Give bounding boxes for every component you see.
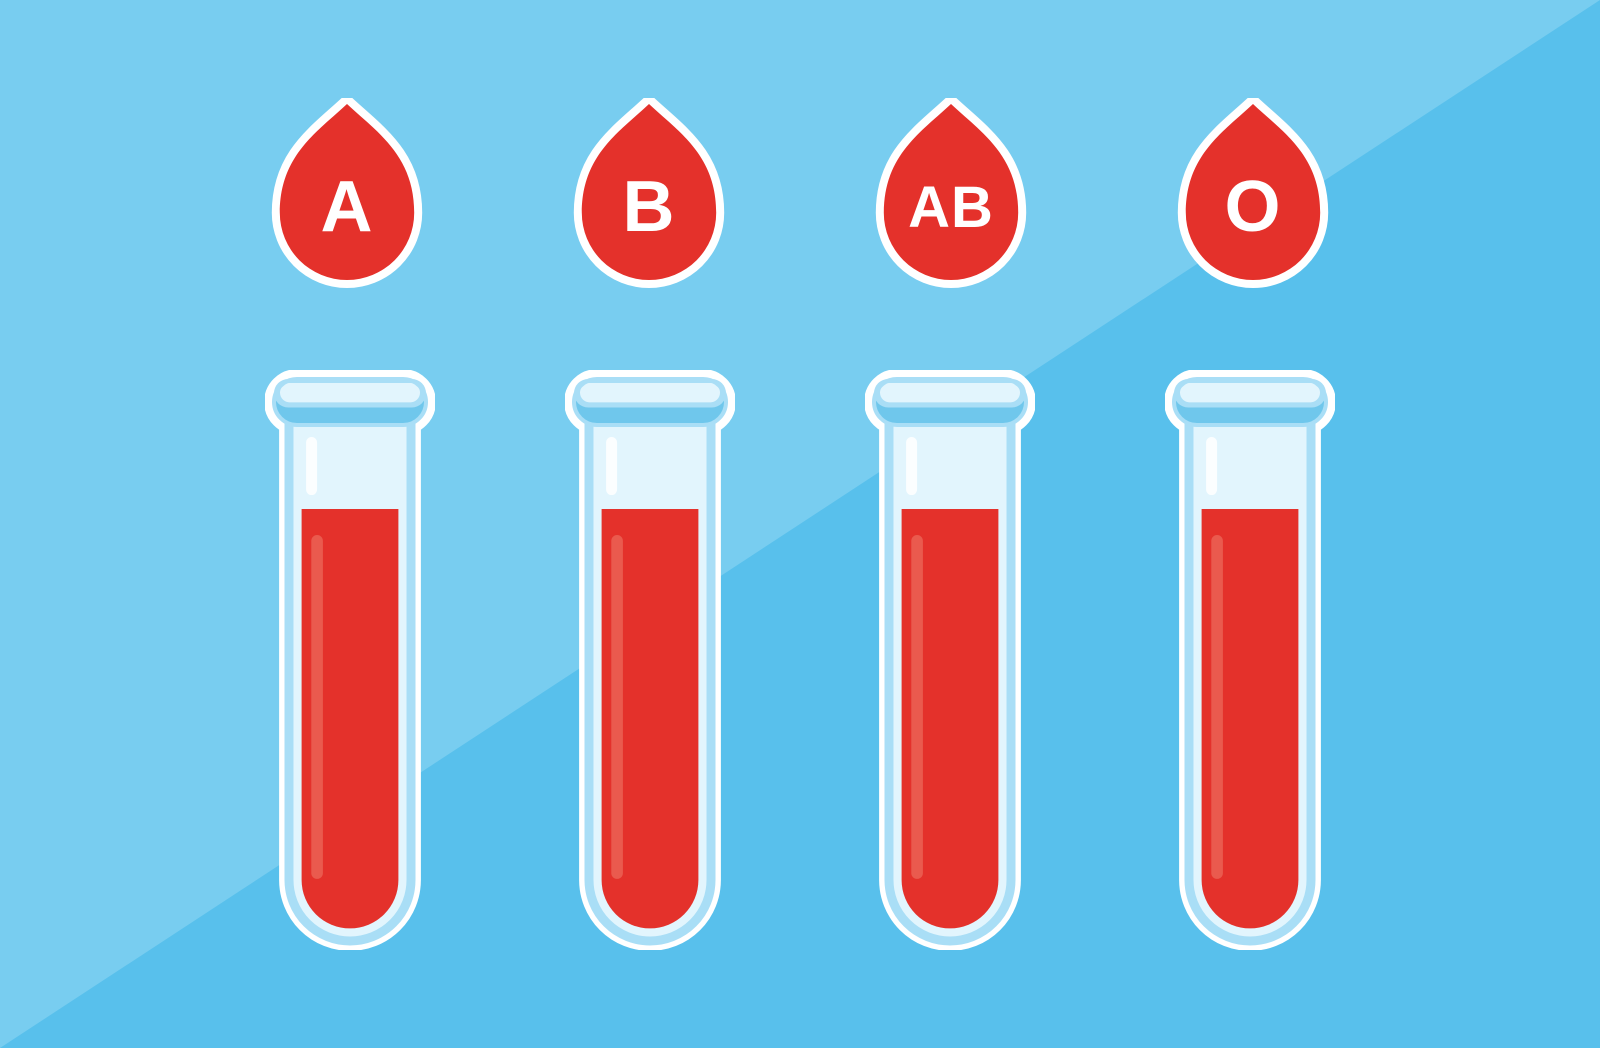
blood-type-label: O — [1169, 126, 1337, 288]
drop-slot: B — [559, 98, 739, 288]
test-tube-icon — [565, 370, 735, 950]
test-tube-icon — [1165, 370, 1335, 950]
drop-slot: O — [1163, 98, 1343, 288]
infographic-canvas: AB AB O — [0, 0, 1600, 1048]
blood-drop-icon: O — [1169, 98, 1337, 288]
blood-drops-row: AB AB O — [0, 98, 1600, 288]
tube-slot — [560, 370, 740, 950]
blood-drop-icon: B — [565, 98, 733, 288]
blood-type-label: AB — [867, 126, 1035, 288]
blood-drop-icon: AB — [867, 98, 1035, 288]
test-tubes-row — [0, 370, 1600, 950]
test-tube-icon — [865, 370, 1035, 950]
tube-slot — [260, 370, 440, 950]
blood-drop-icon: A — [263, 98, 431, 288]
drop-slot: A — [257, 98, 437, 288]
test-tube-icon — [265, 370, 435, 950]
blood-type-label: A — [263, 126, 431, 288]
blood-type-label: B — [565, 126, 733, 288]
drop-slot: AB — [861, 98, 1041, 288]
tube-slot — [1160, 370, 1340, 950]
tube-slot — [860, 370, 1040, 950]
